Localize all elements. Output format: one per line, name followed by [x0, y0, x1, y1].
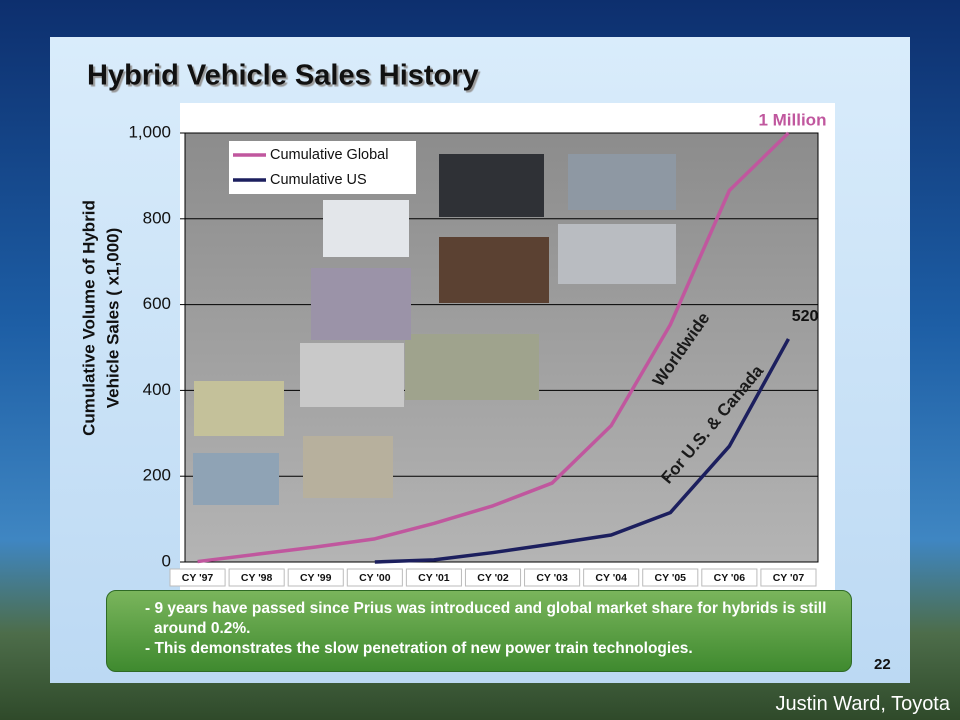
y-tick-label: 600: [143, 294, 171, 313]
note: - This demonstrates the slow penetration…: [145, 640, 693, 657]
value-label: 1 Million: [758, 110, 826, 129]
photo: [303, 436, 393, 498]
photo: [439, 154, 544, 217]
category-cell: [169, 568, 226, 587]
category-cell: [287, 568, 344, 587]
photo: [568, 154, 676, 210]
x-tick-label: CY '03: [536, 572, 568, 584]
y-tick-label: 400: [143, 380, 171, 399]
category-cell: [701, 568, 758, 587]
photo: [439, 237, 549, 303]
photo: [193, 453, 279, 505]
category-cell: [583, 568, 640, 587]
y-tick-label: 0: [162, 551, 171, 570]
x-tick-label: CY '06: [714, 572, 746, 584]
x-tick-label: CY '00: [359, 572, 391, 584]
x-tick-label: CY '05: [655, 572, 687, 584]
photos: [193, 154, 676, 505]
notes-box: - 9 years have passed since Prius was in…: [106, 590, 852, 672]
x-tick-label: CY '04: [595, 572, 627, 584]
legend-label: Cumulative US: [270, 172, 367, 188]
legend-label: Cumulative Global: [270, 147, 388, 163]
photo: [194, 381, 284, 436]
x-tick-label: CY '07: [773, 572, 805, 584]
photo: [300, 343, 404, 407]
line-series: [197, 131, 790, 564]
category-cell: [642, 568, 699, 587]
x-tick-label: CY '97: [182, 572, 214, 584]
line-series: [374, 338, 790, 564]
y-axis-label: Vehicle Sales ( x1,000): [103, 228, 122, 409]
x-tick-label: CY '99: [300, 572, 332, 584]
photo: [558, 224, 676, 284]
y-tick-label: 1,000: [128, 122, 171, 141]
category-cell: [228, 568, 285, 587]
x-tick-label: CY '98: [241, 572, 273, 584]
x-tick-label: CY '01: [418, 572, 450, 584]
value-label: 520: [792, 308, 819, 325]
y-tick-label: 800: [143, 208, 171, 227]
category-cell: [464, 568, 522, 587]
photo: [405, 334, 539, 400]
legend-box: [229, 141, 416, 194]
note: - 9 years have passed since Prius was in…: [145, 600, 827, 637]
photo: [323, 200, 409, 257]
category-cell: [405, 568, 462, 587]
category-cell: [524, 568, 581, 587]
credit: Justin Ward, Toyota: [775, 693, 950, 715]
category-cell: [760, 568, 817, 587]
category-cell: [346, 568, 403, 587]
y-axis-label: Cumulative Volume of Hybrid: [79, 200, 98, 436]
photo: [311, 268, 411, 340]
page-number: 22: [874, 656, 891, 673]
y-tick-label: 200: [143, 466, 171, 485]
x-tick-label: CY '02: [477, 572, 509, 584]
slide-title: Hybrid Vehicle Sales History: [87, 60, 479, 92]
